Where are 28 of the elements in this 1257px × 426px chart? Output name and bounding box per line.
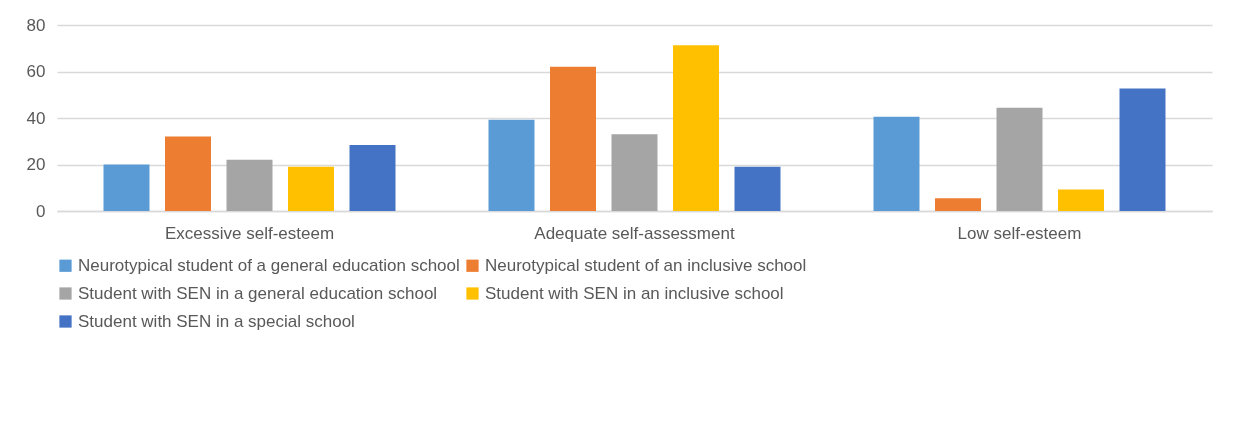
bar (673, 45, 719, 211)
y-tick-label: 80 (26, 15, 46, 35)
bar (935, 198, 981, 211)
bar (734, 166, 781, 211)
bar (349, 144, 396, 211)
bar (611, 134, 658, 211)
bar (1058, 189, 1104, 211)
bar (488, 119, 535, 211)
legend-label: Student with SEN in a special school (78, 311, 355, 331)
legend-label: Student with SEN in an inclusive school (485, 283, 784, 303)
y-tick-label: 20 (26, 155, 46, 174)
bar (1119, 88, 1166, 211)
x-tick-label: Excessive self-esteem (164, 223, 335, 243)
legend-label: Student with SEN in a general education school (78, 283, 438, 303)
legend-label: Neurotypical student of an inclusive school (485, 255, 807, 275)
bar (103, 164, 150, 211)
bar (165, 136, 211, 211)
legend-label: Neurotypical student of a general education school (78, 255, 460, 275)
bar (288, 166, 334, 211)
y-tick-label: 40 (26, 108, 46, 128)
bar (550, 66, 596, 211)
x-tick-label: Low self-esteem (957, 223, 1082, 243)
x-tick-label: Adequate self-assessment (534, 223, 735, 243)
y-tick-label: 60 (26, 62, 46, 81)
y-tick-label: 0 (36, 201, 46, 221)
bar (873, 116, 920, 211)
bar (226, 159, 273, 211)
bar (996, 107, 1043, 211)
